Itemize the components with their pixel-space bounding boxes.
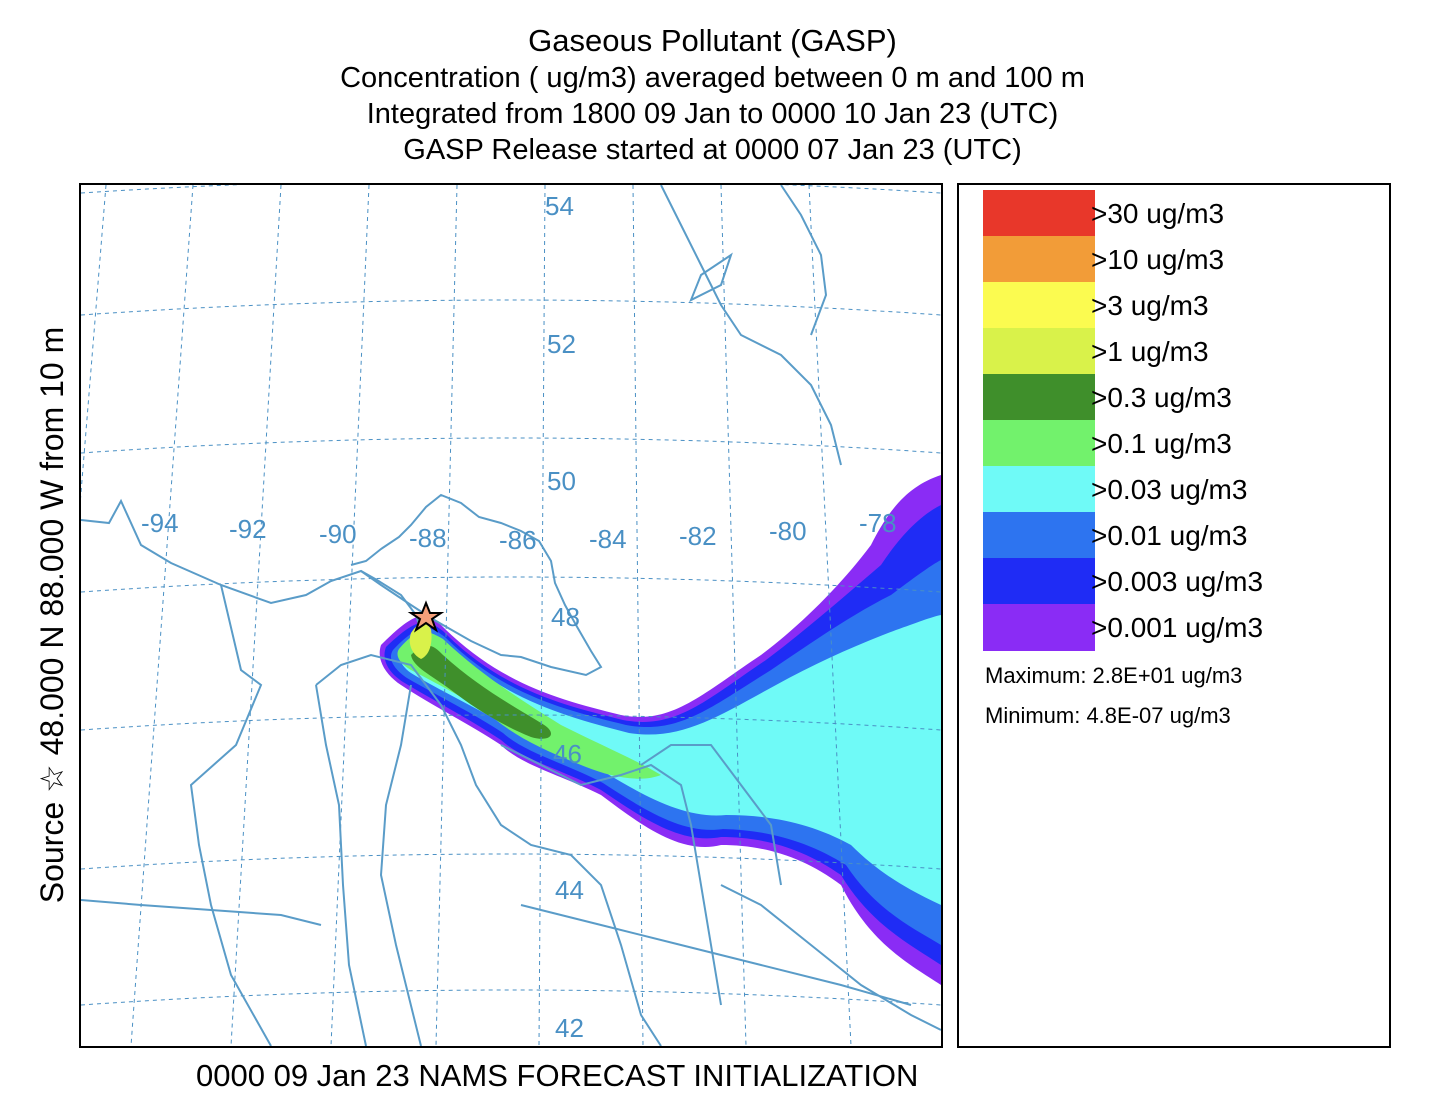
legend-swatch — [983, 190, 1095, 237]
lake-erie — [520, 904, 912, 1006]
parallel-46 — [81, 714, 941, 731]
source-marker — [407, 600, 445, 633]
legend-item: >1 ug/m3 — [983, 328, 1383, 375]
lon-label-86: -86 — [499, 525, 537, 555]
parallel-50 — [81, 437, 941, 454]
lake-huron — [500, 744, 722, 1006]
meridian-86 — [435, 185, 458, 1046]
plume-band-1 — [409, 623, 432, 659]
legend-item: >0.01 ug/m3 — [983, 512, 1383, 559]
map-canvas: 54 52 50 48 46 44 42 -94 -92 -90 -88 -86… — [81, 185, 941, 1046]
lake-inland — [689, 252, 733, 303]
map-grid-labels: 54 52 50 48 46 44 42 -94 -92 -90 -88 -86… — [141, 191, 897, 1043]
lon-label-84: -84 — [589, 524, 627, 554]
parallel-42 — [81, 989, 941, 1006]
us-canada-border-west — [81, 899, 322, 926]
lake-michigan-west — [315, 684, 367, 1046]
legend-item: >0.1 ug/m3 — [983, 420, 1383, 467]
legend-item: >0.001 ug/m3 — [983, 604, 1383, 651]
parallel-52 — [81, 299, 941, 316]
legend-label: >3 ug/m3 — [1091, 290, 1209, 321]
quebec-coast — [780, 185, 828, 336]
legend-label: >0.01 ug/m3 — [1091, 520, 1248, 551]
title-block: Gaseous Pollutant (GASP) Concentration (… — [0, 22, 1425, 168]
lat-label-42: 42 — [555, 1013, 584, 1043]
wisconsin-border — [189, 584, 272, 1046]
lat-label-52: 52 — [547, 329, 576, 359]
plot-subtitle-integration: Integrated from 1800 09 Jan to 0000 10 J… — [366, 98, 1059, 130]
lon-label-92: -92 — [229, 514, 267, 544]
legend-item: >10 ug/m3 — [983, 236, 1383, 283]
plot-title: Gaseous Pollutant (GASP) — [528, 23, 897, 58]
parallel-44 — [81, 853, 941, 870]
footer-caption: 0000 09 Jan 23 NAMS FORECAST INITIALIZAT… — [196, 1058, 919, 1093]
lon-label-88: -88 — [409, 523, 447, 553]
legend-item: >0.03 ug/m3 — [983, 466, 1383, 513]
lon-label-82: -82 — [679, 521, 717, 551]
lat-label-46: 46 — [553, 739, 582, 769]
plot-subtitle-release: GASP Release started at 0000 07 Jan 23 (… — [403, 134, 1022, 166]
legend-swatch — [983, 374, 1095, 421]
minimum-value: Minimum: 4.8E-07 ug/m3 — [985, 703, 1231, 728]
parallel-54 — [81, 185, 941, 194]
map-coastlines — [81, 185, 941, 1046]
legend-label: >0.03 ug/m3 — [1091, 474, 1248, 505]
legend-label: >0.003 ug/m3 — [1091, 566, 1264, 597]
meridian-90 — [230, 185, 282, 1046]
legend-swatch — [983, 236, 1095, 283]
legend-item: >30 ug/m3 — [983, 190, 1383, 237]
meridian-80 — [720, 185, 747, 1046]
legend-label: >30 ug/m3 — [1091, 198, 1225, 229]
lon-label-94: -94 — [141, 508, 179, 538]
legend-swatch — [983, 328, 1095, 375]
legend-item: >0.003 ug/m3 — [983, 558, 1383, 605]
star-icon — [407, 600, 445, 633]
lon-label-78: -78 — [859, 508, 897, 538]
meridian-84 — [538, 185, 546, 1046]
lon-label-90: -90 — [319, 519, 357, 549]
ontario-border — [720, 884, 941, 1031]
pollutant-plume — [379, 475, 941, 985]
map-panel: 54 52 50 48 46 44 42 -94 -92 -90 -88 -86… — [79, 183, 943, 1048]
map-graticule — [81, 185, 941, 1046]
legend-swatch — [983, 282, 1095, 329]
lat-label-54: 54 — [545, 191, 574, 221]
legend-label: >10 ug/m3 — [1091, 244, 1225, 275]
legend-panel: >30 ug/m3 >10 ug/m3 >3 ug/m3 >1 ug/m3 >0.3 u… — [957, 183, 1391, 1048]
meridian-88 — [330, 185, 370, 1046]
meridian-82 — [632, 185, 644, 1046]
lat-label-50: 50 — [547, 466, 576, 496]
lon-label-80: -80 — [769, 516, 807, 546]
legend-swatch — [983, 558, 1095, 605]
georgian-bay — [640, 744, 782, 886]
plume-band-0.1 — [397, 631, 661, 779]
legend-item: >0.3 ug/m3 — [983, 374, 1383, 421]
parallel-48 — [81, 576, 941, 593]
meridian-92 — [130, 185, 194, 1046]
upper-peninsula — [315, 653, 662, 1046]
lake-superior-north — [360, 570, 432, 619]
legend-swatch — [983, 512, 1095, 559]
lat-label-48: 48 — [551, 602, 580, 632]
legend-label: >0.1 ug/m3 — [1091, 428, 1232, 459]
legend-item: >3 ug/m3 — [983, 282, 1383, 329]
legend-swatch — [983, 420, 1095, 467]
lake-michigan-east — [379, 684, 422, 1046]
legend-label: >0.001 ug/m3 — [1091, 612, 1264, 643]
maximum-value: Maximum: 2.8E+01 ug/m3 — [985, 663, 1243, 688]
source-label-text: Source ☆ 48.000 N 88.000 W from 10 m — [34, 326, 70, 904]
legend-label: >0.3 ug/m3 — [1091, 382, 1232, 413]
meridian-94 — [81, 185, 107, 499]
plume-band-0.03 — [400, 615, 941, 905]
legend-label: >1 ug/m3 — [1091, 336, 1209, 367]
legend-swatch — [983, 604, 1095, 651]
plot-subtitle-concentration: Concentration ( ug/m3) averaged between … — [340, 62, 1085, 94]
hudson-bay-coast — [660, 185, 842, 466]
lat-label-44: 44 — [555, 875, 584, 905]
legend-swatch — [983, 466, 1095, 513]
lake-superior-coast — [81, 493, 603, 677]
